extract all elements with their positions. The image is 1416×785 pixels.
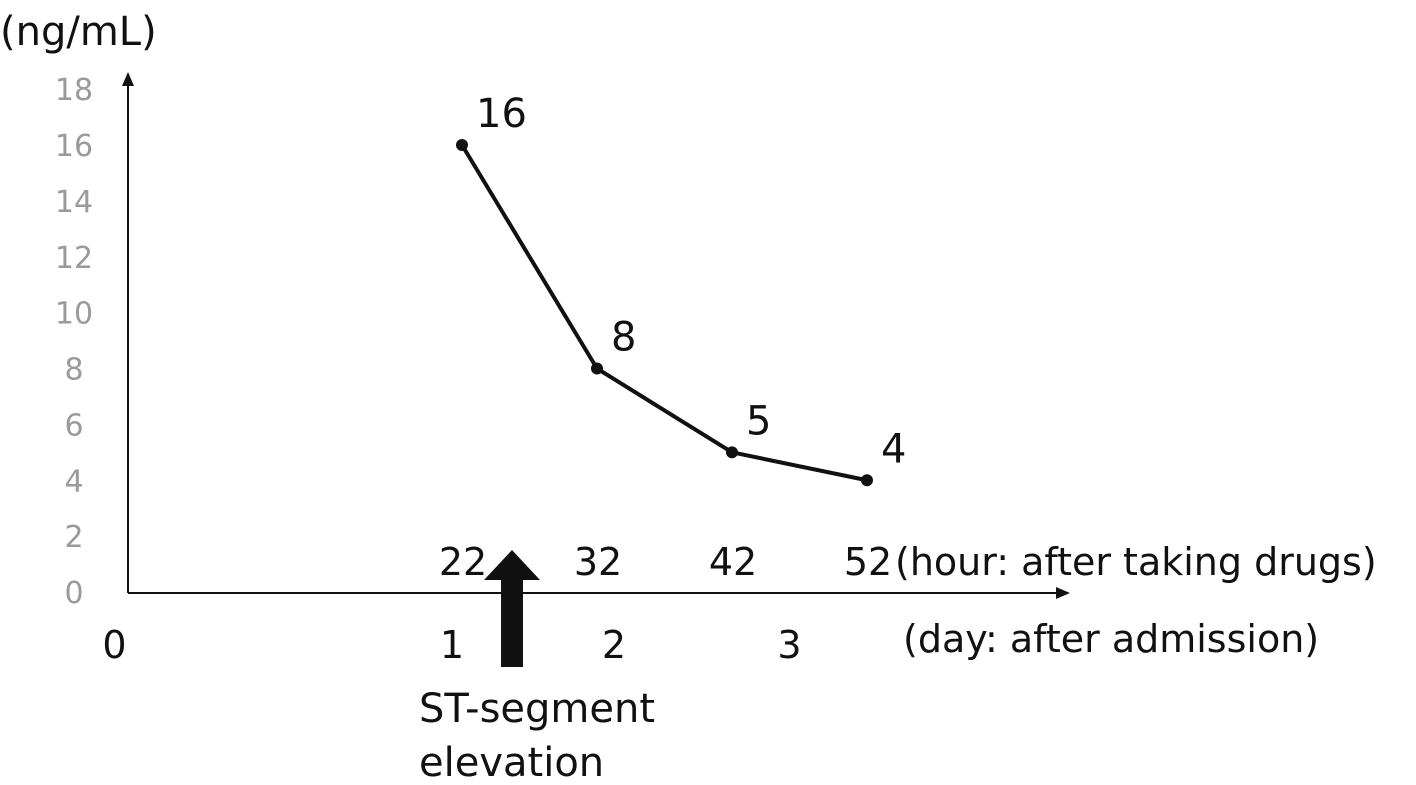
hour-tick-label: 32: [574, 540, 622, 584]
x-ticks: 22 32 42 52 0 1 2 3: [102, 540, 892, 667]
y-tick-label: 10: [55, 297, 93, 332]
y-tick-label: 16: [55, 129, 93, 164]
day-axis-label: (day: after admission): [903, 617, 1319, 661]
arrow-head: [484, 550, 540, 580]
y-axis-arrowhead: [122, 72, 134, 86]
x-axis-arrowhead: [1056, 587, 1070, 599]
data-point: [456, 139, 468, 151]
annotation-line: elevation: [419, 740, 604, 785]
arrow-shaft: [501, 578, 523, 667]
y-ticks: 0 2 4 6 8 10 12 14 16 18: [55, 73, 93, 611]
hour-tick-label: 52: [844, 540, 892, 584]
hour-tick-label: 22: [439, 540, 487, 584]
y-tick-label: 18: [55, 73, 93, 108]
y-tick-label: 14: [55, 185, 93, 220]
y-tick-label: 12: [55, 241, 93, 276]
data-point: [861, 474, 873, 487]
y-tick-label: 0: [64, 576, 83, 611]
y-tick-label: 4: [64, 464, 83, 499]
annotation-line: ST-segment: [419, 686, 655, 732]
hour-axis-label: (hour: after taking drugs): [895, 540, 1377, 584]
data-point: [591, 362, 603, 375]
y-tick-label: 2: [64, 520, 83, 555]
y-axis-label: (ng/mL): [0, 9, 157, 55]
data-label: 16: [476, 91, 527, 137]
day-tick-label: 1: [440, 623, 464, 667]
series-group: 16 8 5 4: [456, 91, 906, 487]
y-tick-label: 8: [64, 353, 83, 388]
data-label: 8: [611, 315, 636, 361]
day-tick-label: 0: [102, 623, 126, 667]
day-tick-label: 3: [777, 623, 801, 667]
data-label: 4: [881, 426, 906, 472]
y-tick-label: 6: [64, 408, 83, 443]
axes: [122, 72, 1070, 599]
data-label: 5: [746, 398, 771, 444]
st-elevation-annotation: ST-segment elevation: [419, 550, 655, 785]
y-axis-title: (ng/mL): [0, 9, 157, 55]
series-line: [460, 143, 868, 483]
day-tick-label: 2: [602, 623, 626, 667]
hour-tick-label: 42: [709, 540, 757, 584]
data-point: [726, 446, 738, 459]
